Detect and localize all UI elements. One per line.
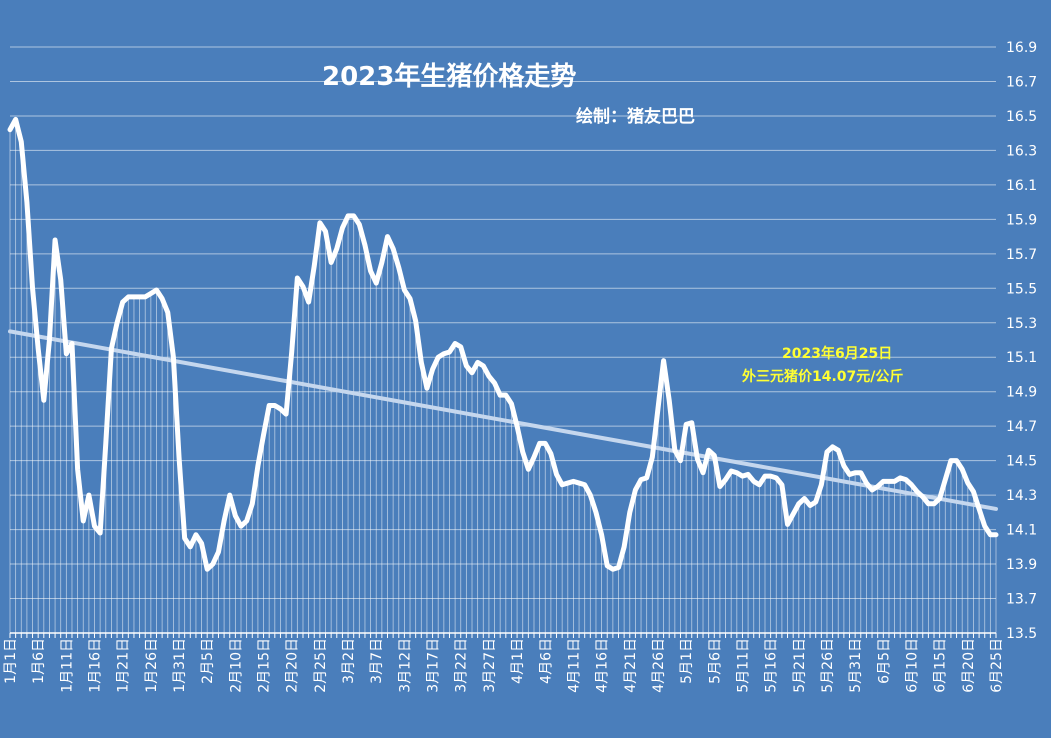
- series-line: [7, 116, 999, 572]
- x-tick-label: 1月31日: [172, 638, 188, 693]
- x-tick-label: 4月16日: [595, 638, 611, 693]
- x-tick-label: 2月10日: [228, 638, 244, 693]
- x-tick-label: 2月20日: [285, 638, 301, 693]
- x-tick-label: 5月11日: [735, 638, 751, 693]
- y-tick-label: 16.3: [1006, 143, 1037, 159]
- x-axis: 1月1日 1月6日 1月11日 1月16日 1月21日 1月26日 1月31日 2月5日 2月1…: [3, 632, 1005, 693]
- x-tick-label: 1月21日: [116, 638, 132, 693]
- x-tick-label: 6月15日: [933, 638, 949, 693]
- x-tick-label: 2月25日: [313, 638, 329, 693]
- annotation-price: 外三元猪价14.07元/公斤: [742, 369, 904, 385]
- x-tick-label: 1月16日: [88, 638, 104, 693]
- x-tick-label: 4月1日: [510, 638, 526, 684]
- x-tick-label: 4月6日: [538, 638, 554, 684]
- y-tick-label: 16.9: [1006, 40, 1037, 56]
- x-tick-label: 3月27日: [482, 638, 498, 693]
- x-tick-label: 5月31日: [848, 638, 864, 693]
- drop-lines: [9, 119, 997, 633]
- x-tick-label: 4月21日: [623, 638, 639, 693]
- x-tick-label: 1月26日: [144, 638, 160, 693]
- y-tick-label: 13.7: [1006, 592, 1037, 608]
- chart-subtitle: 绘制：猪友巴巴: [576, 107, 695, 127]
- y-tick-label: 15.1: [1006, 350, 1037, 366]
- x-tick-label: 1月6日: [31, 638, 47, 684]
- x-tick-label: 5月1日: [679, 638, 695, 684]
- x-tick-label: 2月5日: [200, 638, 216, 684]
- x-tick-label: 3月22日: [454, 638, 470, 693]
- y-tick-label: 13.9: [1006, 557, 1037, 573]
- x-tick-label: 5月16日: [764, 638, 780, 693]
- x-tick-label: 6月5日: [876, 638, 892, 684]
- y-axis: 13.5 13.7 13.9 14.1 14.3 14.5 14.7 14.9 15.1 15.3…: [1006, 40, 1037, 642]
- x-tick-label: 4月26日: [651, 638, 667, 693]
- y-tick-label: 14.9: [1006, 385, 1037, 401]
- x-tick-label: 5月21日: [792, 638, 808, 693]
- x-tick-label: 1月11日: [59, 638, 75, 693]
- annotation-date: 2023年6月25日: [782, 346, 893, 362]
- y-tick-label: 16.7: [1006, 74, 1037, 90]
- x-tick-label: 3月12日: [397, 638, 413, 693]
- chart-title: 2023年生猪价格走势: [322, 62, 577, 92]
- y-tick-label: 15.5: [1006, 281, 1037, 297]
- x-tick-label: 1月1日: [3, 638, 19, 684]
- y-tick-label: 14.1: [1006, 523, 1037, 539]
- y-tick-label: 14.5: [1006, 454, 1037, 470]
- y-tick-label: 14.3: [1006, 488, 1037, 504]
- y-tick-label: 15.9: [1006, 212, 1037, 228]
- x-tick-label: 5月26日: [820, 638, 836, 693]
- x-tick-label: 5月6日: [707, 638, 723, 684]
- x-tick-label: 2月15日: [257, 638, 273, 693]
- y-tick-label: 13.5: [1006, 626, 1037, 642]
- x-tick-label: 6月10日: [904, 638, 920, 693]
- x-tick-label: 6月20日: [961, 638, 977, 693]
- y-tick-label: 16.5: [1006, 109, 1037, 125]
- x-tick-label: 3月7日: [369, 638, 385, 684]
- gridlines: [10, 46, 996, 600]
- x-tick-label: 4月11日: [566, 638, 582, 693]
- y-tick-label: 16.1: [1006, 178, 1037, 194]
- x-tick-label: 3月17日: [426, 638, 442, 693]
- y-tick-label: 14.7: [1006, 419, 1037, 435]
- y-tick-label: 15.7: [1006, 247, 1037, 263]
- y-tick-label: 15.3: [1006, 316, 1037, 332]
- series-line-group: [7, 116, 999, 572]
- x-tick-label: 3月2日: [341, 638, 357, 684]
- x-tick-label: 6月25日: [989, 638, 1005, 693]
